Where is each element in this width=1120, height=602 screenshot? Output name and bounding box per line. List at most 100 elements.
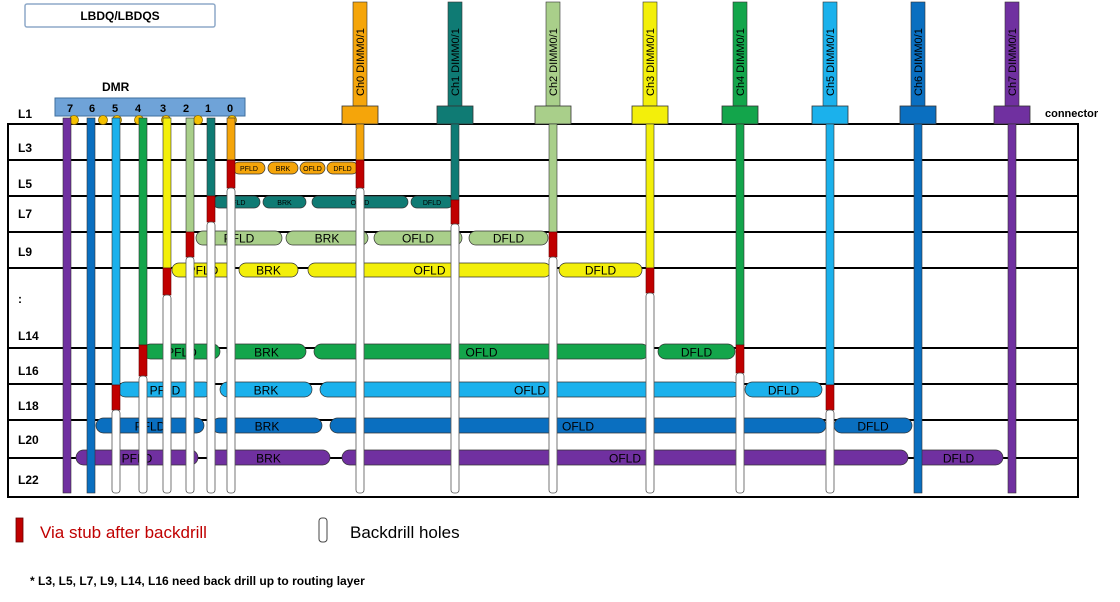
footnote: * L3, L5, L7, L9, L14, L16 need back dri… [30,574,365,588]
trace-segment [262,195,307,209]
channel-pad [631,105,669,125]
trace-segment-label: OFLD [465,346,497,360]
via-stub [162,267,172,296]
via-stub [825,384,835,411]
layer-label: L22 [18,473,39,487]
via-plated [138,117,148,346]
channel-label: Ch1 DIMM0/1 [450,28,462,96]
channel-pad [341,105,379,125]
layer-label: L20 [18,433,39,447]
trace-segment [558,262,643,278]
trace-segment-label: DFLD [943,452,975,466]
backdrill-hole [735,372,745,494]
trace-segment-label: BRK [256,452,281,466]
via-stub [450,199,460,225]
layer-label: L1 [18,107,32,121]
vias [62,115,1017,494]
dmr-pin-label: 6 [89,103,95,115]
trace-segment-label: BRK [315,232,340,246]
trace-segment [468,230,549,246]
layer-label: L3 [18,141,32,155]
legend: Via stub after backdrill Backdrill holes [15,517,460,543]
trace-segment-label: DFLD [585,264,617,278]
channel-pad [534,105,572,125]
layer-label: L18 [18,399,39,413]
trace-segment-label: BRK [254,384,279,398]
backdrill-hole [825,409,835,494]
backdrill-hole [162,294,172,494]
channel-label: Ch7 DIMM0/1 [1007,28,1019,96]
backdrill-hole [355,187,365,494]
via-plated [111,117,121,386]
via-plated [226,117,236,161]
layer-label: L14 [18,329,39,343]
trace-segment-label: BRK [254,346,279,360]
layer-label: : [18,292,22,306]
trace-segment-label: PFLD [240,166,258,173]
title-box: LBDQ/LBDQS [24,3,216,28]
channel-pad [721,105,759,125]
layer-label: L9 [18,245,32,259]
backdrill-hole [138,375,148,494]
trace-segment [219,381,313,398]
via-plated [355,123,365,161]
dmr-label: DMR [102,80,130,94]
connector-label: connector [1045,108,1099,120]
legend-stub-text: Via stub after backdrill [40,523,207,542]
via-stub [645,267,655,294]
via-plated [1007,123,1017,494]
channel-label: Ch6 DIMM0/1 [913,28,925,96]
channel-label: Ch0 DIMM0/1 [355,28,367,96]
trace-segment [657,343,736,360]
trace-segment-label: DFLD [493,232,525,246]
trace-segment [744,381,823,398]
layer-label: L7 [18,207,32,221]
dmr-pin-label: 5 [112,103,118,115]
trace-segment [373,230,463,246]
trace-segment [341,449,909,466]
via-plated [450,123,460,201]
via-stub [206,195,216,223]
dmr-pins: 7 6 5 4 3 2 1 0 [67,103,233,115]
via-stub [111,384,121,411]
dmr-pin-label: 2 [183,103,189,115]
via-plated [825,123,835,386]
backdrill-hole [226,187,236,494]
trace-segment-label: BRK [255,420,280,434]
channel-pad [899,105,937,125]
layer-labels: L1 L3 L5 L7 L9: L14 L16 L18 L20 L22 [18,107,39,487]
trace-segment [95,417,205,434]
trace-segment [267,161,299,175]
trace-segment [238,262,299,278]
via-stub [185,231,195,258]
backdrill-hole [450,223,460,494]
channel-label: Ch3 DIMM0/1 [645,28,657,96]
dmr-pin-label: 0 [227,103,233,115]
dmr-pin-label: 3 [160,103,166,115]
backdrill-hole [111,409,121,494]
via-stub [735,344,745,374]
trace-segment-label: OFLD [514,384,546,398]
via-stub-swatch [15,517,24,543]
legend-holes-text: Backdrill holes [350,523,460,542]
layer-label: L5 [18,177,32,191]
via-plated [86,117,96,494]
dmr-pin-label: 4 [135,103,142,115]
trace-segment-label: PFLD [122,452,153,466]
channel-pad [993,105,1031,125]
trace-segment-label: BRK [276,166,291,173]
dmr-pin-label: 7 [67,103,73,115]
trace-segment [299,161,326,175]
trace-segment-label: BRK [256,264,281,278]
channel-connectors: Ch0 DIMM0/1 Ch1 DIMM0/1 Ch2 DIMM0/1 Ch3 DIM… [341,1,1031,125]
via-plated [62,117,72,494]
trace-segment-label: OFLD [562,420,594,434]
trace-segment-label: OFLD [609,452,641,466]
dmr-pin-label: 1 [205,103,211,115]
pin-ball [98,115,108,125]
trace-segment-label: DFLD [423,200,441,207]
via-stub [226,159,236,189]
trace-segment [285,230,369,246]
pin-ball [193,115,203,125]
